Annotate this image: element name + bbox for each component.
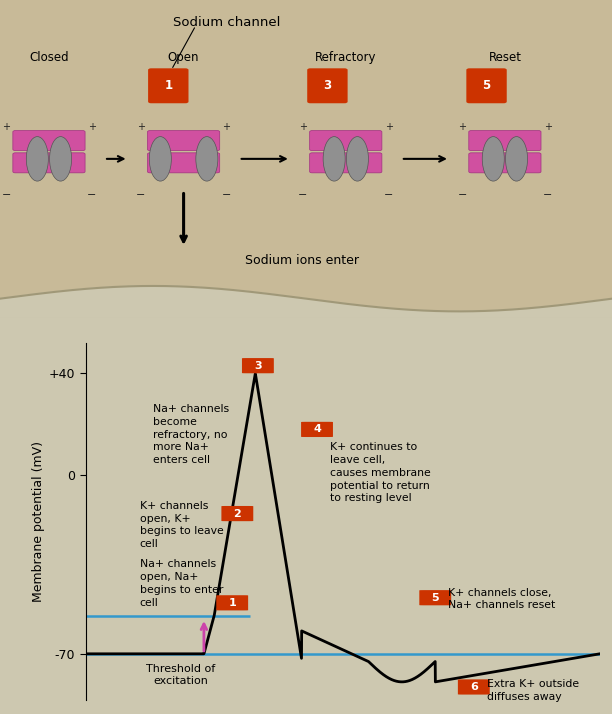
FancyBboxPatch shape bbox=[222, 506, 253, 521]
Text: Reset: Reset bbox=[488, 51, 521, 64]
FancyBboxPatch shape bbox=[419, 590, 451, 605]
Text: +: + bbox=[222, 122, 231, 132]
FancyBboxPatch shape bbox=[310, 153, 382, 173]
Y-axis label: Membrane potential (mV): Membrane potential (mV) bbox=[32, 441, 45, 602]
Text: Na+ channels
open, Na+
begins to enter
cell: Na+ channels open, Na+ begins to enter c… bbox=[140, 560, 223, 608]
FancyBboxPatch shape bbox=[13, 131, 85, 151]
Text: 5: 5 bbox=[482, 79, 491, 92]
Text: 1: 1 bbox=[228, 598, 236, 608]
Text: 3: 3 bbox=[323, 79, 332, 92]
Text: Extra K+ outside
diffuses away: Extra K+ outside diffuses away bbox=[487, 679, 579, 702]
Text: +: + bbox=[458, 122, 466, 132]
FancyBboxPatch shape bbox=[458, 680, 490, 695]
FancyBboxPatch shape bbox=[469, 153, 541, 173]
Text: +: + bbox=[299, 122, 307, 132]
FancyBboxPatch shape bbox=[307, 69, 348, 104]
FancyBboxPatch shape bbox=[216, 595, 248, 610]
Text: −: − bbox=[298, 191, 308, 201]
FancyBboxPatch shape bbox=[242, 358, 274, 373]
Ellipse shape bbox=[26, 136, 48, 181]
Text: Refractory: Refractory bbox=[315, 51, 376, 64]
Text: 5: 5 bbox=[431, 593, 439, 603]
Text: −: − bbox=[222, 191, 231, 201]
FancyBboxPatch shape bbox=[148, 69, 188, 104]
FancyBboxPatch shape bbox=[469, 131, 541, 151]
Text: −: − bbox=[457, 191, 467, 201]
Text: +: + bbox=[384, 122, 393, 132]
Text: +: + bbox=[88, 122, 96, 132]
Text: 1: 1 bbox=[164, 79, 173, 92]
Text: K+ continues to
leave cell,
causes membrane
potential to return
to resting level: K+ continues to leave cell, causes membr… bbox=[330, 442, 431, 503]
Text: Na+ channels
become
refractory, no
more Na+
enters cell: Na+ channels become refractory, no more … bbox=[152, 404, 229, 465]
FancyBboxPatch shape bbox=[466, 69, 507, 104]
Ellipse shape bbox=[482, 136, 504, 181]
Text: K+ channels close,
Na+ channels reset: K+ channels close, Na+ channels reset bbox=[448, 588, 555, 610]
Text: 6: 6 bbox=[470, 682, 478, 692]
Ellipse shape bbox=[323, 136, 345, 181]
Text: Open: Open bbox=[168, 51, 200, 64]
Ellipse shape bbox=[506, 136, 528, 181]
Text: 4: 4 bbox=[313, 424, 321, 434]
Text: Closed: Closed bbox=[29, 51, 69, 64]
Ellipse shape bbox=[346, 136, 368, 181]
Ellipse shape bbox=[196, 136, 218, 181]
Text: −: − bbox=[384, 191, 394, 201]
Text: +: + bbox=[136, 122, 145, 132]
FancyBboxPatch shape bbox=[147, 131, 220, 151]
Text: 3: 3 bbox=[254, 361, 262, 371]
Text: Threshold of
excitation: Threshold of excitation bbox=[146, 664, 215, 685]
Text: Sodium ions enter: Sodium ions enter bbox=[245, 254, 359, 267]
Text: +: + bbox=[2, 122, 10, 132]
Ellipse shape bbox=[149, 136, 171, 181]
Text: 2: 2 bbox=[233, 508, 241, 518]
FancyBboxPatch shape bbox=[147, 153, 220, 173]
FancyBboxPatch shape bbox=[13, 153, 85, 173]
FancyBboxPatch shape bbox=[310, 131, 382, 151]
Ellipse shape bbox=[50, 136, 72, 181]
Text: Sodium channel: Sodium channel bbox=[173, 16, 280, 29]
Text: −: − bbox=[87, 191, 97, 201]
Text: +: + bbox=[543, 122, 552, 132]
FancyBboxPatch shape bbox=[301, 422, 333, 437]
Text: K+ channels
open, K+
begins to leave
cell: K+ channels open, K+ begins to leave cel… bbox=[140, 501, 223, 549]
Text: −: − bbox=[543, 191, 553, 201]
Text: −: − bbox=[136, 191, 146, 201]
Text: −: − bbox=[1, 191, 11, 201]
